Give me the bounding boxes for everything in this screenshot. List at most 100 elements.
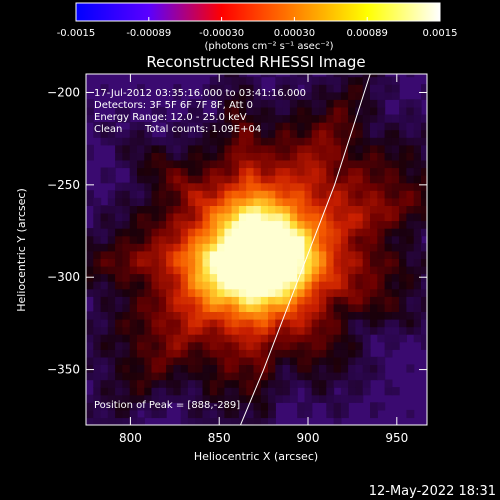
heatmap-cell bbox=[333, 159, 342, 169]
heatmap-cell bbox=[391, 265, 400, 275]
heatmap-cell bbox=[377, 76, 386, 85]
heatmap-cell bbox=[326, 175, 335, 184]
heatmap-cell bbox=[195, 182, 204, 191]
heatmap-cell bbox=[282, 182, 291, 191]
heatmap-cell bbox=[319, 303, 327, 312]
heatmap-cell bbox=[260, 190, 269, 199]
heatmap-cell bbox=[151, 258, 160, 267]
heatmap-cell bbox=[348, 281, 356, 290]
heatmap-cell bbox=[195, 159, 204, 169]
heatmap-cell bbox=[289, 235, 298, 244]
heatmap-cell bbox=[195, 364, 204, 373]
heatmap-cell bbox=[180, 212, 189, 222]
heatmap-cell bbox=[129, 235, 138, 244]
heatmap-cell bbox=[333, 152, 342, 161]
heatmap-cell bbox=[413, 159, 422, 169]
heatmap-cell bbox=[195, 281, 204, 290]
heatmap-cell bbox=[173, 394, 182, 403]
heatmap-cell bbox=[289, 258, 298, 267]
heatmap-cell bbox=[180, 129, 189, 138]
heatmap-cell bbox=[340, 394, 349, 403]
heatmap-cell bbox=[289, 122, 298, 131]
heatmap-cell bbox=[158, 281, 167, 290]
heatmap-cell bbox=[253, 137, 262, 146]
heatmap-cell bbox=[137, 402, 145, 411]
heatmap-cell bbox=[355, 265, 364, 275]
heatmap-cell bbox=[217, 364, 225, 373]
heatmap-cell bbox=[238, 356, 247, 365]
heatmap-cell bbox=[137, 175, 145, 184]
heatmap-cell bbox=[268, 319, 276, 328]
heatmap-cell bbox=[129, 212, 138, 222]
heatmap-cell bbox=[311, 235, 320, 244]
heatmap-cell bbox=[246, 349, 255, 358]
heatmap-cell bbox=[217, 106, 225, 116]
heatmap-cell bbox=[217, 341, 225, 350]
heatmap-cell bbox=[173, 144, 182, 153]
heatmap-cell bbox=[355, 319, 364, 328]
heatmap-cell bbox=[297, 74, 306, 78]
heatmap-cell bbox=[333, 250, 342, 259]
heatmap-cell bbox=[399, 273, 407, 282]
heatmap-cell bbox=[217, 250, 225, 259]
heatmap-cell bbox=[202, 356, 211, 365]
heatmap-cell bbox=[304, 144, 313, 153]
heatmap-cell bbox=[282, 228, 291, 237]
heatmap-cell bbox=[217, 281, 225, 290]
heatmap-cell bbox=[333, 243, 342, 252]
heatmap-cell bbox=[391, 387, 400, 396]
heatmap-cell bbox=[180, 250, 189, 259]
heatmap-cell bbox=[370, 273, 378, 282]
heatmap-cell bbox=[166, 379, 174, 388]
heatmap-cell bbox=[326, 387, 335, 396]
heatmap-cell bbox=[340, 197, 349, 206]
heatmap-cell bbox=[304, 122, 313, 131]
heatmap-cell bbox=[195, 341, 204, 350]
heatmap-cell bbox=[144, 175, 153, 184]
heatmap-cell bbox=[362, 303, 371, 312]
heatmap-cell bbox=[304, 288, 313, 297]
heatmap-cell bbox=[144, 220, 153, 229]
heatmap-cell bbox=[333, 402, 342, 411]
heatmap-cell bbox=[260, 356, 269, 365]
heatmap-cell bbox=[137, 334, 145, 343]
heatmap-cell bbox=[282, 281, 291, 290]
heatmap-cell bbox=[362, 182, 371, 191]
heatmap-cell bbox=[282, 349, 291, 358]
heatmap-cell bbox=[384, 296, 393, 305]
heatmap-cell bbox=[268, 152, 276, 161]
heatmap-cell bbox=[166, 372, 174, 381]
heatmap-cell bbox=[348, 334, 356, 343]
heatmap-cell bbox=[238, 99, 247, 108]
heatmap-cell bbox=[384, 334, 393, 343]
heatmap-cell bbox=[246, 417, 255, 425]
heatmap-cell bbox=[340, 250, 349, 259]
heatmap-cell bbox=[333, 409, 342, 419]
heatmap-cell bbox=[362, 273, 371, 282]
heatmap-cell bbox=[173, 190, 182, 199]
heatmap-cell bbox=[195, 167, 204, 176]
heatmap-cell bbox=[384, 190, 393, 199]
heatmap-cell bbox=[122, 402, 131, 411]
heatmap-cell bbox=[275, 91, 284, 100]
heatmap-cell bbox=[195, 394, 204, 403]
heatmap-cell bbox=[304, 409, 313, 419]
heatmap-cell bbox=[202, 258, 211, 267]
heatmap-cell bbox=[391, 212, 400, 222]
heatmap-cell bbox=[246, 402, 255, 411]
heatmap-cell bbox=[107, 402, 116, 411]
heatmap-cell bbox=[275, 228, 284, 237]
heatmap-cell bbox=[217, 334, 225, 343]
heatmap-cell bbox=[187, 159, 196, 169]
heatmap-cell bbox=[377, 182, 386, 191]
heatmap-cell bbox=[326, 122, 335, 131]
heatmap-cell bbox=[311, 137, 320, 146]
heatmap-cell bbox=[122, 220, 131, 229]
heatmap-cell bbox=[224, 144, 233, 153]
heatmap-cell bbox=[413, 281, 422, 290]
heatmap-cell bbox=[362, 341, 371, 350]
heatmap-cell bbox=[217, 417, 225, 425]
heatmap-cell bbox=[238, 91, 247, 100]
heatmap-cell bbox=[246, 144, 255, 153]
heatmap-cell bbox=[289, 99, 298, 108]
